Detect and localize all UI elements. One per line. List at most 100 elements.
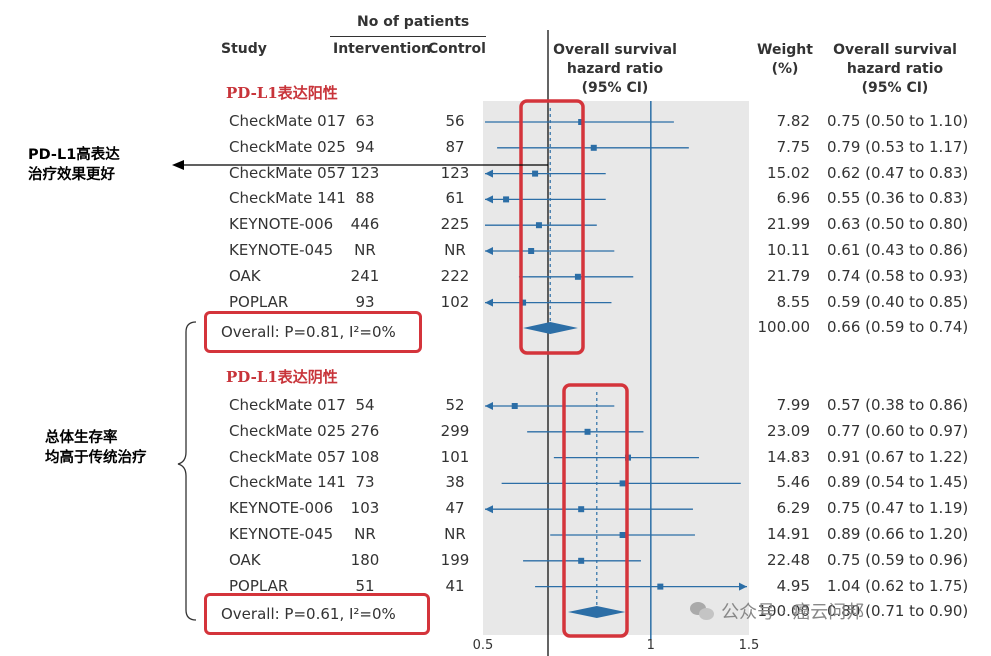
control-count: 102 [440,292,470,311]
study-name: POPLAR [229,576,289,595]
weight-value: 21.99 [767,215,810,234]
overall-weight: 100.00 [757,602,811,620]
weight-value: 23.09 [767,421,810,440]
note-high-expression-line2: 治疗效果更好 [28,167,115,183]
hr-ci-text: 0.74 (0.58 to 0.93) [827,266,969,285]
control-count: NR [444,525,466,543]
point-estimate [532,170,539,177]
watermark: 公众号 · 癌云问邦 [690,598,864,624]
overall-weight: 100.00 [757,318,811,336]
hr-ci-text: 0.75 (0.47 to 1.19) [827,499,969,518]
weight-value: 15.02 [767,163,810,182]
point-estimate [657,583,664,590]
study-name: KEYNOTE-006 [229,215,334,234]
control-count: 61 [445,189,465,208]
control-count: 225 [440,215,470,234]
weight-value: 10.11 [767,241,810,259]
study-name: CheckMate 025 [229,421,346,440]
overall-hr-ci-text: 0.66 (0.59 to 0.74) [827,318,969,336]
study-name: CheckMate 017 [229,112,346,130]
hr-ci-text: 0.89 (0.66 to 1.20) [827,525,969,543]
ci-arrow-left [485,169,493,178]
hr-ci-header-line3: (95% CI) [861,80,929,96]
weight-value: 6.29 [776,499,810,518]
hr-plot-header: Overall survival hazard ratio (95% CI) [535,41,695,98]
intervention-count: 51 [355,576,375,595]
weight-header-line2: (%) [771,61,799,77]
watermark-text: 公众号 · 癌云问邦 [721,602,865,623]
x-tick-label: 0.5 [472,638,494,653]
hr-ci-text: 0.62 (0.47 to 0.83) [827,163,969,182]
study-name: CheckMate 141 [229,189,346,208]
weight-value: 14.91 [767,525,810,543]
weight-value: 5.46 [776,473,810,492]
point-estimate [511,403,518,409]
ci-arrow-left [485,402,493,410]
weight-value: 14.83 [767,447,810,466]
hr-ci-header: Overall survival hazard ratio (95% CI) [820,41,970,98]
annotation-arrowhead [172,160,184,170]
control-count: 123 [440,163,470,182]
hr-ci-text: 0.59 (0.40 to 0.85) [827,292,969,311]
weight-value: 21.79 [767,266,810,285]
intervention-header: Intervention [333,41,431,57]
weight-value: 8.55 [776,292,810,311]
study-name: CheckMate 057 [229,447,346,466]
control-count: 41 [445,576,465,595]
hr-ci-text: 0.89 (0.54 to 1.45) [827,473,969,492]
control-count: 56 [445,112,465,130]
control-count: 52 [445,396,465,414]
ci-arrow-left [485,195,493,204]
point-estimate [574,273,581,280]
study-header: Study [221,41,267,57]
hr-plot-header-line3: (95% CI) [581,80,649,96]
point-estimate [578,557,585,564]
overall-diamond [567,606,626,618]
intervention-count: 241 [350,266,380,285]
study-name: CheckMate 025 [229,137,346,156]
weight-value: 7.99 [776,396,810,414]
point-estimate [619,480,626,487]
intervention-count: 446 [350,215,380,234]
intervention-count: NR [354,241,376,259]
point-estimate [535,222,542,229]
group-title-1: PD-L1表达阴性 [226,368,338,386]
overall-label-negative: Overall: P=0.61, I²=0% [221,605,396,623]
intervention-count: 88 [355,189,375,208]
hr-ci-text: 1.04 (0.62 to 1.75) [827,576,969,595]
wechat-icon [690,600,716,622]
hr-ci-text: 0.63 (0.50 to 0.80) [827,215,969,234]
point-estimate [578,119,585,125]
intervention-count: 103 [350,499,380,518]
weight-header-line1: Weight [757,42,813,58]
control-count: 87 [445,137,465,156]
overall-diamond [523,322,578,334]
overall-box-negative: Overall: P=0.61, I²=0% [204,593,430,635]
point-estimate [590,144,597,151]
hr-ci-header-line1: Overall survival [833,42,957,58]
control-header: Control [428,41,486,57]
note-overall-survival-line1: 总体生存率 [45,430,118,446]
hr-ci-text: 0.57 (0.38 to 0.86) [827,396,969,414]
intervention-count: 63 [355,112,375,130]
ci-arrow-left [485,505,493,514]
point-estimate [619,532,626,538]
hr-ci-text: 0.75 (0.59 to 0.96) [827,550,969,569]
hr-ci-text: 0.55 (0.36 to 0.83) [827,189,969,208]
point-estimate [520,299,527,306]
intervention-count: 93 [355,292,375,311]
point-estimate [584,428,591,435]
note-high-expression: PD-L1高表达 治疗效果更好 [28,145,120,185]
group-title-0: PD-L1表达阳性 [226,84,338,102]
control-count: 199 [440,550,470,569]
x-tick-label: 1.5 [738,638,760,653]
hr-ci-text: 0.61 (0.43 to 0.86) [827,241,969,259]
note-high-expression-line1: PD-L1高表达 [28,147,120,163]
study-name: POPLAR [229,292,289,311]
hr-ci-text: 0.75 (0.50 to 1.10) [827,112,969,130]
intervention-count: 276 [350,421,380,440]
overall-label-positive: Overall: P=0.81, I²=0% [221,323,396,341]
ci-arrow-right [739,582,747,591]
